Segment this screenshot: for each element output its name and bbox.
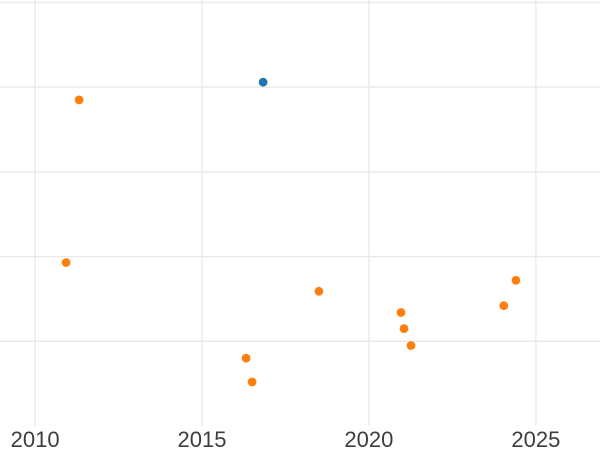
data-point-orange-series[interactable] [396,308,406,317]
gridlines [0,0,600,426]
data-points [61,77,521,387]
x-axis: 2010 2015 2020 2025 [11,427,561,450]
data-point-orange-series[interactable] [511,275,521,285]
data-point-orange-series[interactable] [241,353,251,363]
data-point-orange-series[interactable] [314,286,324,296]
x-tick-label-2025: 2025 [511,427,560,450]
data-point-orange-series[interactable] [74,95,84,105]
x-tick-label-2010: 2010 [11,427,60,450]
x-tick-label-2020: 2020 [344,427,393,450]
data-point-orange-series[interactable] [499,301,509,311]
data-point-orange-series[interactable] [406,341,416,350]
data-point-orange-series[interactable] [399,324,409,333]
data-point-orange-series[interactable] [61,258,71,267]
data-point-orange-series[interactable] [247,377,257,387]
data-point-blue-series[interactable] [258,77,268,87]
x-tick-label-2015: 2015 [178,427,227,450]
